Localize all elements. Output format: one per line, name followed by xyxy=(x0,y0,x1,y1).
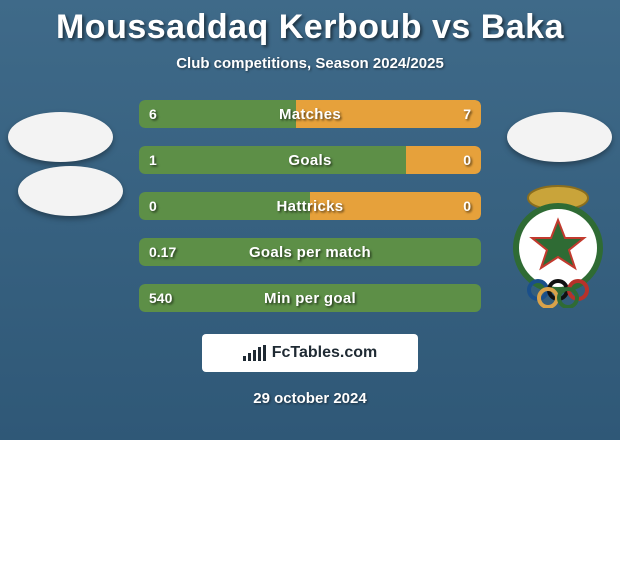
stat-value-right: 0 xyxy=(463,192,471,220)
date-label: 29 october 2024 xyxy=(0,390,620,407)
branding-label: FcTables.com xyxy=(272,344,378,362)
page-title: Moussaddaq Kerboub vs Baka xyxy=(0,8,620,47)
stat-row-goals-per-match: 0.17 Goals per match xyxy=(139,238,481,266)
stat-row-hattricks: 0 Hattricks 0 xyxy=(139,192,481,220)
stat-label: Matches xyxy=(139,100,481,128)
stat-row-min-per-goal: 540 Min per goal xyxy=(139,284,481,312)
stat-label: Hattricks xyxy=(139,192,481,220)
player-avatar-left-1 xyxy=(8,112,113,162)
comparison-card: Moussaddaq Kerboub vs Baka Club competit… xyxy=(0,0,620,440)
stat-row-matches: 6 Matches 7 xyxy=(139,100,481,128)
subtitle: Club competitions, Season 2024/2025 xyxy=(0,55,620,72)
stat-label: Min per goal xyxy=(139,284,481,312)
stat-label: Goals per match xyxy=(139,238,481,266)
stat-value-right: 0 xyxy=(463,146,471,174)
player-avatar-right xyxy=(507,112,612,162)
player-avatar-left-2 xyxy=(18,166,123,216)
chart-icon xyxy=(243,345,266,361)
stat-value-right: 7 xyxy=(463,100,471,128)
stat-label: Goals xyxy=(139,146,481,174)
team-crest-right xyxy=(508,178,608,308)
stat-row-goals: 1 Goals 0 xyxy=(139,146,481,174)
branding-chip[interactable]: FcTables.com xyxy=(202,334,418,372)
